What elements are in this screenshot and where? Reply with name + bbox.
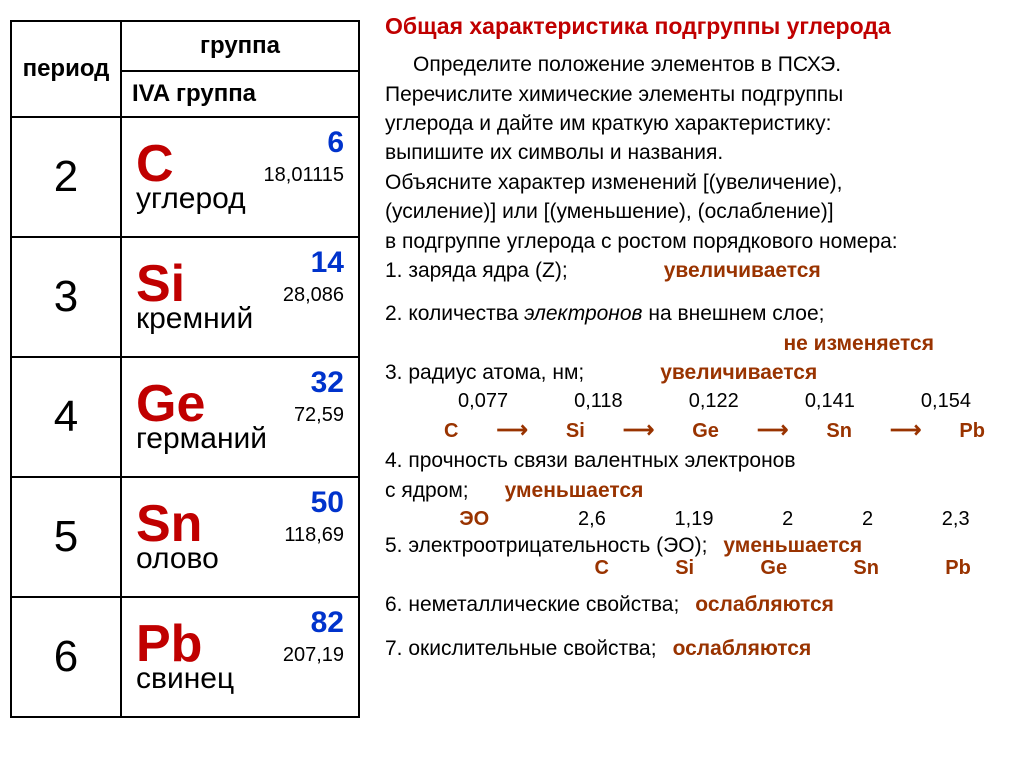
element-name: свинец [136, 662, 348, 696]
intro-text: Определите положение элементов в ПСХЭ. [385, 50, 1014, 79]
element-cell: 82 207,19 Pb свинец [121, 597, 359, 717]
page-title: Общая характеристика подгруппы углерода [385, 10, 1014, 42]
group-label: IVA группа [121, 71, 359, 117]
element-name: олово [136, 542, 348, 576]
atomic-mass: 72,59 [294, 404, 344, 427]
table-row: 3 14 28,086 Si кремний [11, 237, 359, 357]
question-text: 7. окислительные свойства; [385, 634, 657, 663]
answer-text: ослабляются [695, 590, 834, 619]
period-cell: 5 [11, 477, 121, 597]
answer-text: уменьшается [723, 531, 862, 560]
question-row: 3. радиус атома, нм; увеличивается [385, 358, 1014, 387]
element-cell: 14 28,086 Si кремний [121, 237, 359, 357]
element-name: углерод [136, 182, 348, 216]
period-cell: 6 [11, 597, 121, 717]
atomic-number: 14 [311, 246, 344, 280]
header-period: период [11, 21, 121, 117]
answer-text: ослабляются [673, 634, 812, 663]
atomic-number: 32 [311, 366, 344, 400]
atomic-mass: 207,19 [283, 644, 344, 667]
atomic-mass: 28,086 [283, 284, 344, 307]
atomic-number: 82 [311, 606, 344, 640]
question-text: 6. неметаллические свойства; [385, 590, 679, 619]
element-cell: 32 72,59 Ge германий [121, 357, 359, 477]
atomic-mass: 118,69 [284, 524, 344, 547]
header-group: группа [121, 21, 359, 71]
period-cell: 2 [11, 117, 121, 237]
question-row: с ядром; уменьшается [385, 476, 1014, 505]
arrow-icon: ⟶ [757, 415, 789, 446]
question-row: 1. заряда ядра (Z); увеличивается [385, 256, 1014, 285]
question-text: 3. радиус атома, нм; [385, 358, 584, 387]
table-row: 4 32 72,59 Ge германий [11, 357, 359, 477]
eo-values-row: ЭО 2,6 1,19 2 2 2,3 [385, 505, 1014, 533]
answer-text: не изменяется [385, 329, 1014, 358]
element-cell: 6 18,01115 C углерод [121, 117, 359, 237]
period-cell: 4 [11, 357, 121, 477]
question-text: 1. заряда ядра (Z); [385, 256, 568, 285]
intro-text: Перечислите химические элементы подгрупп… [385, 80, 1014, 109]
answer-text: уменьшается [505, 476, 644, 505]
atomic-mass: 18,01115 [264, 164, 344, 187]
intro-text: углерода и дайте им краткую характеристи… [385, 109, 1014, 138]
intro-text: Объясните характер изменений [(увеличени… [385, 168, 1014, 197]
period-cell: 3 [11, 237, 121, 357]
symbol-arrow-row: C⟶ Si⟶ Ge⟶ Sn⟶ Pb [385, 415, 1014, 446]
radius-values: 0,077 0,118 0,122 0,141 0,154 [385, 387, 1014, 415]
arrow-icon: ⟶ [890, 415, 922, 446]
element-cell: 50 118,69 Sn олово [121, 477, 359, 597]
question-row: 6. неметаллические свойства; ослабляются [385, 590, 1014, 619]
answer-text: увеличивается [664, 256, 821, 285]
question-text: 5. электроотрицательность (ЭО); [385, 531, 707, 560]
table-row: 2 6 18,01115 C углерод [11, 117, 359, 237]
periodic-subgroup-table: период группа IVA группа 2 6 18,01115 C … [10, 20, 360, 718]
question-text: с ядром; [385, 476, 469, 505]
arrow-icon: ⟶ [496, 415, 528, 446]
atomic-number: 50 [311, 486, 344, 520]
element-name: кремний [136, 302, 348, 336]
atomic-number: 6 [327, 126, 344, 160]
question-text: 4. прочность связи валентных электронов [385, 446, 1014, 475]
element-name: германий [136, 422, 348, 456]
question-row: 7. окислительные свойства; ослабляются [385, 634, 1014, 663]
table-row: 5 50 118,69 Sn олово [11, 477, 359, 597]
intro-text: в подгруппе углерода с ростом порядковог… [385, 227, 1014, 256]
answer-text: увеличивается [660, 358, 817, 387]
intro-text: выпишите их символы и названия. [385, 138, 1014, 167]
arrow-icon: ⟶ [623, 415, 655, 446]
question-text: 2. количества электронов на внешнем слое… [385, 299, 1014, 328]
eo-label: ЭО [459, 505, 509, 533]
intro-text: (усиление)] или [(уменьшение), (ослаблен… [385, 197, 1014, 226]
table-row: 6 82 207,19 Pb свинец [11, 597, 359, 717]
